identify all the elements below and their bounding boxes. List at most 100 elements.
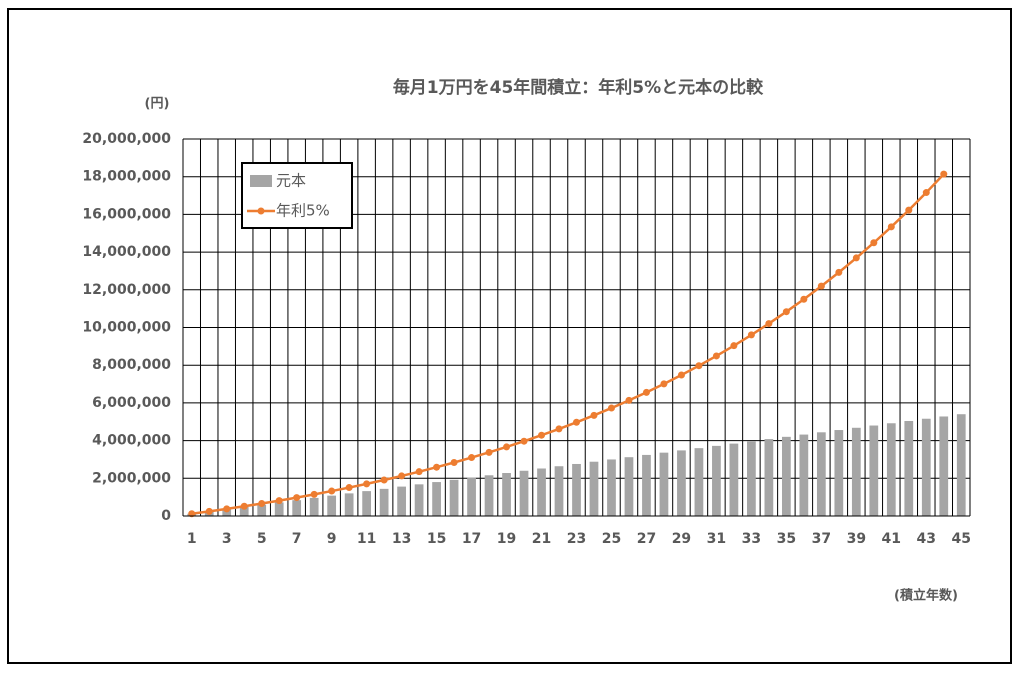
line-marker xyxy=(782,308,790,316)
line-marker xyxy=(922,189,930,197)
bar xyxy=(467,477,476,516)
bar xyxy=(362,491,372,516)
bar xyxy=(554,466,564,516)
bar xyxy=(939,416,949,516)
y-tick-label: 4,000,000 xyxy=(92,433,171,449)
line-marker xyxy=(695,362,703,370)
frame xyxy=(7,8,1012,664)
line-marker xyxy=(747,331,755,339)
bar xyxy=(677,450,686,516)
line-marker xyxy=(573,418,580,426)
line-marker xyxy=(223,505,231,513)
bar xyxy=(886,423,896,516)
line-marker xyxy=(415,468,423,476)
line-marker xyxy=(765,320,773,328)
line-marker xyxy=(503,443,511,451)
bar xyxy=(869,425,879,516)
line-marker xyxy=(328,487,336,495)
x-tick-label: 7 xyxy=(292,531,302,547)
y-tick-label: 2,000,000 xyxy=(92,470,171,486)
line-marker xyxy=(520,437,528,445)
legend-swatch-marker xyxy=(257,207,265,215)
line-marker xyxy=(905,206,913,214)
line-marker xyxy=(625,396,633,404)
line-marker xyxy=(363,480,371,488)
bar xyxy=(379,488,389,516)
x-tick-label: 45 xyxy=(952,531,971,547)
bar xyxy=(257,504,267,516)
x-tick-label: 1 xyxy=(187,531,197,547)
bar xyxy=(309,497,319,516)
bar xyxy=(274,502,284,516)
x-tick-label: 43 xyxy=(917,531,936,547)
y-tick-label: 14,000,000 xyxy=(82,244,171,260)
line-marker xyxy=(835,268,843,276)
line-marker xyxy=(538,431,546,439)
bar xyxy=(222,509,232,516)
line-marker xyxy=(730,342,738,350)
line-marker xyxy=(398,472,406,480)
x-tick-label: 27 xyxy=(637,531,656,547)
bar xyxy=(344,493,354,516)
bar xyxy=(239,506,249,516)
bar xyxy=(292,500,302,516)
bar xyxy=(642,454,651,516)
legend-label: 年利5% xyxy=(276,202,330,220)
x-tick-label: 15 xyxy=(427,531,446,547)
line-marker xyxy=(852,254,860,262)
chart-title: 毎月1万円を45年間積立：年利5%と元本の比較 xyxy=(393,77,764,98)
y-tick-label: 10,000,000 xyxy=(82,320,171,336)
line-marker xyxy=(258,500,266,508)
line-marker xyxy=(590,411,598,419)
x-tick-label: 17 xyxy=(462,531,481,547)
bar xyxy=(502,473,511,516)
line-marker xyxy=(677,371,685,379)
bar xyxy=(712,445,721,516)
x-tick-label: 3 xyxy=(222,531,232,547)
line-marker xyxy=(345,484,353,492)
y-tick-label: 18,000,000 xyxy=(82,169,171,185)
bar xyxy=(851,427,861,516)
y-tick-label: 6,000,000 xyxy=(92,395,171,411)
bar xyxy=(449,479,459,516)
y-tick-label: 16,000,000 xyxy=(82,206,171,222)
x-tick-label: 9 xyxy=(327,531,337,547)
line-marker xyxy=(800,295,808,303)
bar xyxy=(659,452,669,516)
line-marker xyxy=(450,458,458,466)
bar xyxy=(624,457,634,516)
bar xyxy=(956,414,966,516)
line-marker xyxy=(240,502,248,510)
line-marker xyxy=(607,404,615,412)
bar xyxy=(572,463,581,516)
line-marker xyxy=(887,223,895,231)
bar xyxy=(904,420,914,516)
line-marker xyxy=(660,380,668,388)
line-marker xyxy=(642,388,650,396)
line-marker xyxy=(310,490,318,498)
line-marker xyxy=(205,507,213,515)
bar xyxy=(781,436,791,516)
bar xyxy=(607,459,616,516)
y-tick-label: 12,000,000 xyxy=(82,282,171,298)
line-marker xyxy=(940,170,948,178)
x-tick-label: 13 xyxy=(392,531,411,547)
line-marker xyxy=(712,352,720,360)
y-tick-label: 0 xyxy=(161,508,171,524)
x-tick-label: 21 xyxy=(532,531,551,547)
x-tick-label: 33 xyxy=(742,531,761,547)
bar xyxy=(537,468,546,516)
bar xyxy=(834,430,844,516)
bar xyxy=(816,432,826,516)
bar xyxy=(432,482,441,516)
x-tick-label: 41 xyxy=(882,531,901,547)
bar xyxy=(921,418,931,516)
line-marker xyxy=(485,448,493,456)
y-tick-label: 20,000,000 xyxy=(82,131,171,147)
line-marker xyxy=(555,425,563,433)
x-tick-label: 11 xyxy=(357,531,376,547)
bar xyxy=(729,443,739,516)
x-tick-label: 25 xyxy=(602,531,621,547)
line-marker xyxy=(188,510,196,518)
